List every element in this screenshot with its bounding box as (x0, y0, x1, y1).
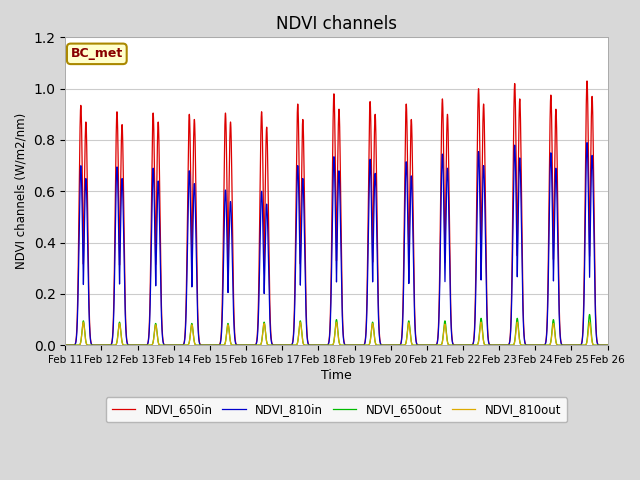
NDVI_810out (406, 327, 413, 333)
NDVI_810in (583, 140, 591, 145)
NDVI_650out (206, 342, 214, 348)
NDVI_650in (406, 178, 413, 183)
NDVI_650out (383, 342, 390, 348)
NDVI_810in (383, 342, 390, 348)
NDVI_810out (513, 319, 521, 325)
NDVI_810out (383, 342, 390, 348)
NDVI_650in (493, 342, 500, 348)
Text: BC_met: BC_met (70, 48, 123, 60)
NDVI_810out (493, 342, 500, 348)
NDVI_810in (493, 342, 500, 348)
X-axis label: Time: Time (321, 369, 352, 382)
NDVI_810in (406, 219, 413, 225)
NDVI_810out (89, 342, 97, 348)
NDVI_810out (258, 338, 266, 344)
NDVI_650out (61, 342, 69, 348)
NDVI_650in (604, 342, 611, 348)
NDVI_650in (61, 342, 69, 348)
NDVI_650in (383, 342, 390, 348)
NDVI_810out (206, 342, 214, 348)
Title: NDVI channels: NDVI channels (276, 15, 397, 33)
NDVI_650out (406, 326, 413, 332)
NDVI_650out (586, 312, 593, 317)
Line: NDVI_650out: NDVI_650out (65, 314, 607, 345)
NDVI_650in (463, 342, 471, 348)
NDVI_810out (604, 342, 611, 348)
NDVI_650out (493, 342, 500, 348)
NDVI_650in (206, 342, 214, 348)
NDVI_650out (604, 342, 611, 348)
NDVI_810in (61, 342, 69, 348)
Line: NDVI_650in: NDVI_650in (65, 81, 607, 345)
NDVI_650in (89, 342, 97, 348)
Line: NDVI_810in: NDVI_810in (65, 143, 607, 345)
NDVI_810in (463, 342, 471, 348)
NDVI_650in (258, 109, 266, 115)
NDVI_810out (61, 342, 69, 348)
NDVI_650out (89, 342, 97, 348)
NDVI_650out (258, 338, 266, 344)
NDVI_650in (583, 78, 591, 84)
NDVI_810in (242, 342, 250, 348)
NDVI_810in (604, 342, 611, 348)
NDVI_810out (463, 342, 471, 348)
Legend: NDVI_650in, NDVI_810in, NDVI_650out, NDVI_810out: NDVI_650in, NDVI_810in, NDVI_650out, NDV… (106, 397, 567, 422)
Line: NDVI_810out: NDVI_810out (65, 322, 607, 345)
Y-axis label: NDVI channels (W/m2/nm): NDVI channels (W/m2/nm) (15, 113, 28, 269)
NDVI_810in (258, 189, 266, 194)
NDVI_650out (463, 342, 471, 348)
NDVI_810in (89, 342, 97, 348)
